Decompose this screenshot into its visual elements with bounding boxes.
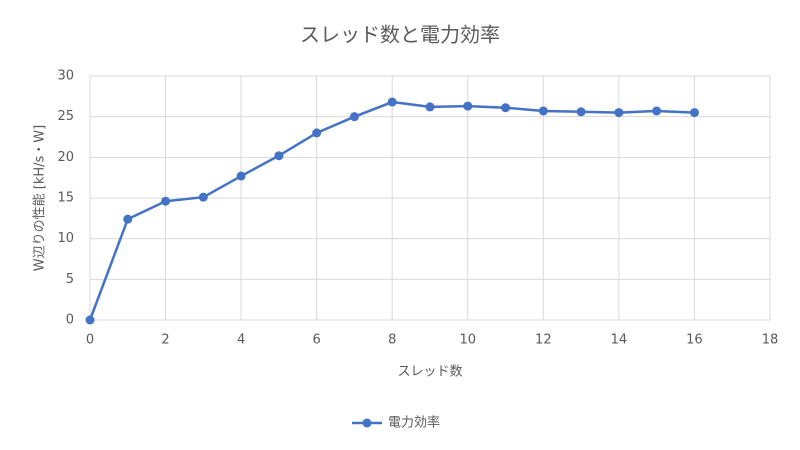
data-point: [85, 315, 95, 325]
data-point: [274, 151, 284, 161]
x-tick-label: 18: [762, 333, 779, 348]
data-point: [689, 108, 699, 118]
data-point: [576, 107, 586, 117]
data-point: [312, 128, 322, 138]
x-tick-label: 14: [611, 333, 628, 348]
chart-title: スレッド数と電力効率: [300, 23, 500, 47]
legend-label: 電力効率: [388, 415, 440, 431]
x-tick-label: 12: [535, 333, 552, 348]
data-point: [425, 102, 435, 112]
x-axis-label: スレッド数: [397, 365, 462, 380]
x-tick-label: 4: [237, 333, 245, 348]
x-tick-label: 10: [460, 333, 477, 348]
y-tick-label: 10: [57, 231, 74, 246]
y-tick-label: 25: [57, 109, 74, 124]
x-tick-label: 6: [313, 333, 321, 348]
y-tick-label: 5: [66, 272, 74, 287]
y-tick-label: 30: [57, 69, 74, 84]
y-tick-label: 20: [57, 150, 74, 165]
y-tick-label: 15: [57, 191, 74, 206]
y-axis-label: W辺りの性能 [kH/s・W]: [33, 125, 48, 271]
legend-marker: [362, 418, 372, 428]
data-point: [538, 106, 548, 116]
data-point: [123, 214, 133, 224]
data-point: [349, 112, 359, 122]
x-tick-label: 8: [388, 333, 396, 348]
data-point: [236, 171, 246, 181]
data-point: [387, 97, 397, 107]
data-point: [614, 108, 624, 118]
x-tick-label: 0: [86, 333, 94, 348]
data-point: [501, 103, 511, 113]
y-tick-label: 0: [66, 313, 74, 328]
data-point: [652, 106, 662, 116]
data-point: [198, 192, 208, 202]
x-tick-label: 2: [161, 333, 169, 348]
data-point: [161, 196, 171, 206]
x-tick-label: 16: [686, 333, 703, 348]
data-point: [463, 101, 473, 111]
